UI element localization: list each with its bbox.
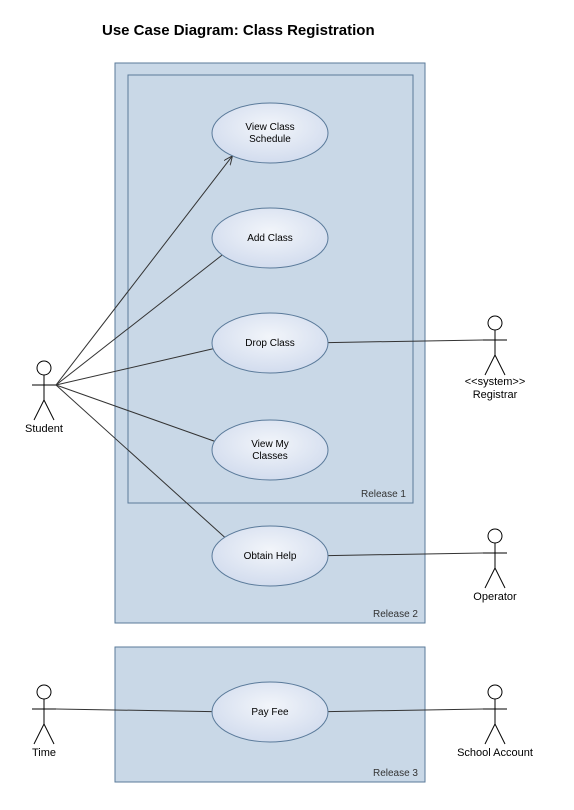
diagram-container: Use Case Diagram: Class Registration Vie… bbox=[0, 0, 574, 810]
usecase-label-view-schedule: Schedule bbox=[249, 134, 291, 145]
box-label-release1: Release 1 bbox=[361, 489, 406, 500]
diagram-svg: View ClassSchedule Add Class Drop Class Vie… bbox=[0, 0, 574, 810]
usecase-label-view-my-classes: View My bbox=[251, 439, 289, 450]
usecase-label-view-schedule: View Class bbox=[245, 122, 294, 133]
usecase-label-add-class: Add Class bbox=[247, 233, 293, 244]
actor-label-operator: Operator bbox=[473, 591, 517, 603]
actor-label-time: Time bbox=[32, 747, 56, 759]
actor-student: Student bbox=[25, 361, 63, 435]
actor-registrar: <<system>>Registrar bbox=[465, 316, 526, 401]
usecase-label-pay-fee: Pay Fee bbox=[251, 707, 289, 718]
usecase-view-schedule bbox=[212, 103, 328, 163]
usecase-label-obtain-help: Obtain Help bbox=[244, 551, 297, 562]
actor-label-registrar: <<system>> bbox=[465, 376, 526, 388]
box-label-release2: Release 2 bbox=[373, 609, 418, 620]
actor-operator: Operator bbox=[473, 529, 517, 603]
actor-label-student: Student bbox=[25, 423, 63, 435]
actor-school-account: School Account bbox=[457, 685, 533, 759]
usecase-view-my-classes bbox=[212, 420, 328, 480]
usecase-label-drop-class: Drop Class bbox=[245, 338, 294, 349]
actor-label-school-account: School Account bbox=[457, 747, 533, 759]
usecase-label-view-my-classes: Classes bbox=[252, 451, 288, 462]
actor-label-registrar: Registrar bbox=[473, 389, 518, 401]
box-label-release3: Release 3 bbox=[373, 768, 418, 779]
actor-time: Time bbox=[32, 685, 56, 759]
